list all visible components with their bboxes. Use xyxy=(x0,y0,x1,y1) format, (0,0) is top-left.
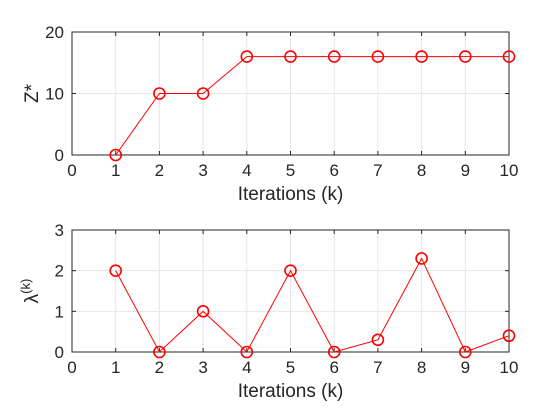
data-point xyxy=(371,333,385,347)
data-point xyxy=(458,345,472,359)
data-point xyxy=(153,87,166,100)
x-tick-label: 7 xyxy=(373,358,382,377)
x-tick-label: 1 xyxy=(111,358,120,377)
data-point xyxy=(415,50,428,63)
x-tick-label: 7 xyxy=(373,161,382,180)
data-point xyxy=(109,264,122,277)
y-axis-label: λ(k) xyxy=(18,279,43,304)
x-tick-label: 0 xyxy=(67,161,76,180)
data-point xyxy=(284,50,297,63)
y-tick-label: 0 xyxy=(55,343,64,362)
data-point xyxy=(371,50,385,63)
subplot-2: 0 1 2 3 4 5 6 7 8 9 10 0 1 2 3 Iterations (k) λ(k) xyxy=(18,221,518,402)
x-axis-label: Iterations (k) xyxy=(238,184,344,205)
data-point xyxy=(196,305,210,318)
data-point xyxy=(502,50,516,63)
y-tick-label: 3 xyxy=(55,221,64,240)
series-line xyxy=(115,257,510,353)
x-tick-label: 2 xyxy=(155,358,164,377)
data-point xyxy=(327,345,341,359)
x-axis-label: Iterations (k) xyxy=(238,381,344,402)
y-axis-label: Z* xyxy=(22,83,43,103)
data-point xyxy=(327,50,341,63)
y-tick-label: 0 xyxy=(55,146,64,165)
x-tick-label: 5 xyxy=(286,161,295,180)
data-point xyxy=(415,252,428,265)
x-tick-label: 4 xyxy=(242,358,251,377)
data-point xyxy=(109,148,122,162)
x-tick-label: 4 xyxy=(242,161,251,180)
data-point xyxy=(458,50,472,63)
y-tick-label: 10 xyxy=(45,85,64,104)
y-tick-label: 20 xyxy=(45,23,64,42)
data-point xyxy=(153,345,166,359)
x-tick-label: 8 xyxy=(417,161,426,180)
data-point xyxy=(284,264,297,277)
x-tick-label: 3 xyxy=(198,358,207,377)
x-tick-label: 3 xyxy=(198,161,207,180)
data-point xyxy=(240,345,254,359)
data-point xyxy=(196,87,210,100)
series-line xyxy=(115,56,509,156)
x-tick-label: 2 xyxy=(155,161,164,180)
y-tick-label: 1 xyxy=(55,302,64,321)
x-tick-label: 10 xyxy=(500,161,519,180)
data-point xyxy=(502,329,516,343)
x-tick-label: 9 xyxy=(461,161,470,180)
x-tick-label: 0 xyxy=(67,358,76,377)
x-tick-label: 5 xyxy=(286,358,295,377)
x-tick-label: 1 xyxy=(111,161,120,180)
x-tick-label: 10 xyxy=(500,358,519,377)
x-tick-label: 8 xyxy=(417,358,426,377)
x-tick-label: 6 xyxy=(329,358,338,377)
y-tick-label: 2 xyxy=(55,262,64,281)
subplot-1: 0 1 2 3 4 5 6 7 8 9 10 0 10 20 Iterations (k) Z* xyxy=(22,23,518,205)
x-tick-label: 9 xyxy=(461,358,470,377)
data-point xyxy=(240,50,254,63)
x-tick-label: 6 xyxy=(329,161,338,180)
